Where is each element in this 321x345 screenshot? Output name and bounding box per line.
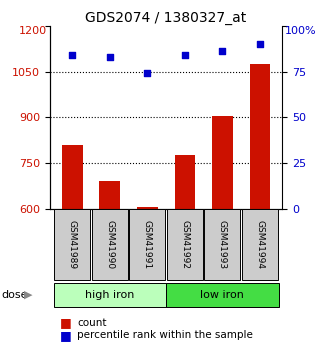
Text: percentile rank within the sample: percentile rank within the sample: [77, 331, 253, 340]
Bar: [250, 64, 270, 209]
Point: [70, 52, 75, 58]
Bar: [92, 209, 128, 280]
Point: [182, 52, 187, 58]
Point: [257, 41, 263, 47]
Text: GSM41989: GSM41989: [68, 220, 77, 269]
Point: [107, 54, 112, 60]
Point: [220, 49, 225, 54]
Title: GDS2074 / 1380327_at: GDS2074 / 1380327_at: [85, 11, 247, 25]
Bar: [166, 283, 279, 307]
Text: 1200: 1200: [19, 26, 48, 36]
Bar: [129, 209, 165, 280]
Bar: [54, 209, 90, 280]
Text: ■: ■: [59, 316, 71, 329]
Text: GSM41992: GSM41992: [180, 220, 189, 269]
Bar: [167, 209, 203, 280]
Text: GSM41993: GSM41993: [218, 220, 227, 269]
Text: GSM41990: GSM41990: [105, 220, 114, 269]
Bar: [175, 155, 195, 209]
Text: 100%: 100%: [285, 26, 317, 36]
Text: GSM41991: GSM41991: [143, 220, 152, 269]
Text: low iron: low iron: [201, 290, 244, 300]
Text: dose: dose: [2, 290, 28, 300]
Bar: [54, 283, 166, 307]
Text: ■: ■: [59, 329, 71, 342]
Text: GSM41994: GSM41994: [256, 220, 265, 269]
Text: ▶: ▶: [24, 290, 32, 300]
Bar: [137, 207, 158, 209]
Bar: [100, 181, 120, 209]
Text: count: count: [77, 318, 107, 327]
Bar: [204, 209, 240, 280]
Point: [145, 71, 150, 76]
Bar: [62, 145, 82, 209]
Bar: [242, 209, 278, 280]
Bar: [212, 116, 233, 209]
Text: high iron: high iron: [85, 290, 134, 300]
